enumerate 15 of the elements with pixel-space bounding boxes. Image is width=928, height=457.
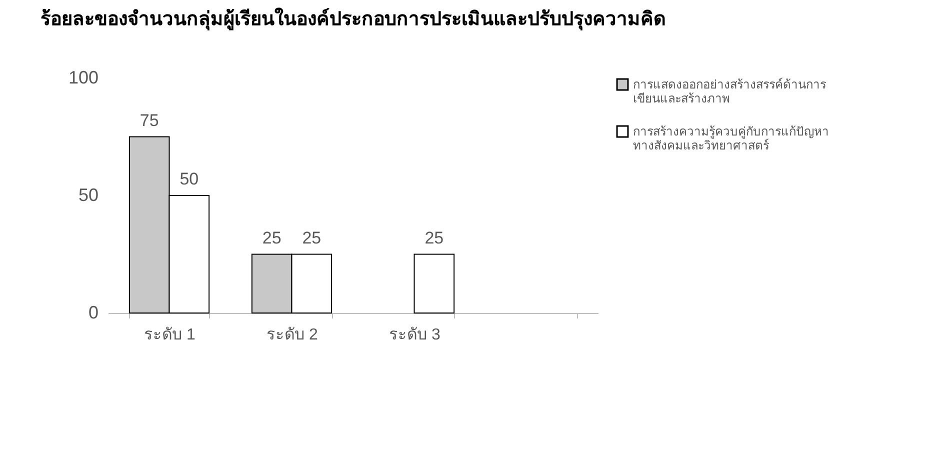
data-label: 75 <box>140 110 159 130</box>
x-tick-label: ระดับ 3 <box>389 326 441 344</box>
chart-title: ร้อยละของจำนวนกลุ่มผู้เรียนในองค์ประกอบการประเมินและปรับปรุงความคิด <box>40 7 666 31</box>
x-tick-label: ระดับ 2 <box>266 326 318 344</box>
x-tick-label: ระดับ 1 <box>144 326 196 344</box>
legend-label: การสร้างความรู้ควบคู่กับการแก้ปัญหาทางสังคมและวิทยาศาสตร์ <box>633 124 829 152</box>
y-tick-label: 0 <box>88 302 98 322</box>
data-label: 25 <box>262 228 282 248</box>
data-label: 50 <box>180 170 199 188</box>
y-tick-label: 100 <box>68 68 98 88</box>
y-tick-label: 50 <box>78 185 98 205</box>
data-label: 25 <box>424 228 444 248</box>
legend-label: การแสดงออกอย่างสร้างสรรค์ด้านการเขียนและสร้างภาพ <box>633 78 827 106</box>
data-label: 25 <box>302 228 322 248</box>
bar <box>414 254 455 314</box>
